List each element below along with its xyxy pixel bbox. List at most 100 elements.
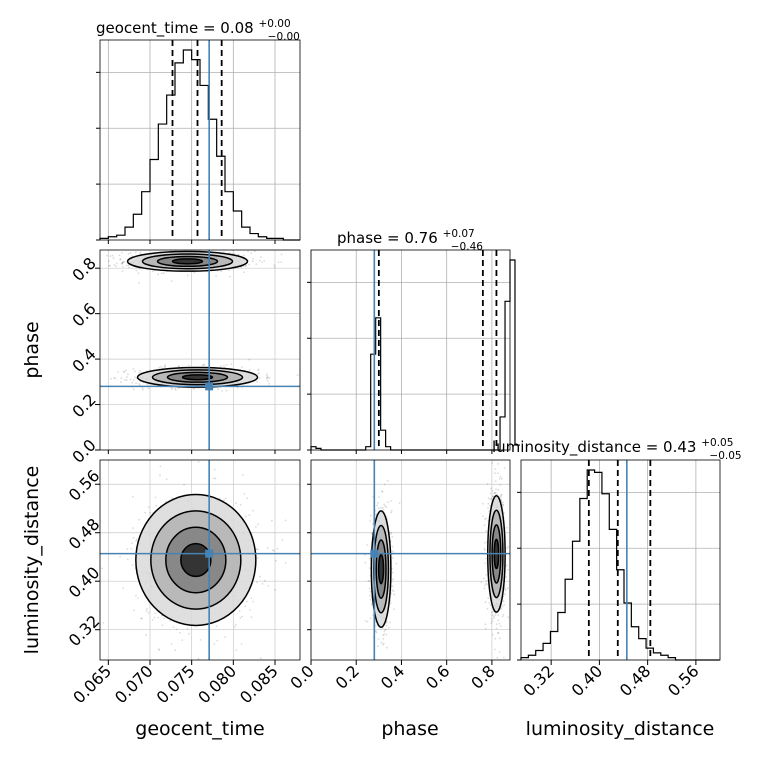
sample-point (121, 252, 123, 254)
xtick-label-geocent_time: 0.065 (69, 661, 115, 707)
sample-point (135, 269, 138, 272)
sample-point (382, 643, 384, 646)
sample-point (497, 631, 500, 634)
sample-point (493, 648, 496, 651)
ytick-label-phase: 0.6 (68, 299, 99, 330)
hist-steps (310, 259, 520, 451)
sample-point (491, 633, 494, 636)
contour-1 (150, 510, 242, 610)
sample-point (154, 496, 157, 499)
sample-point (383, 633, 385, 636)
sample-point (505, 576, 507, 578)
sample-point (131, 564, 134, 566)
sample-point (364, 620, 367, 622)
sample-point (366, 620, 369, 623)
sample-point (266, 547, 269, 550)
sample-point (271, 519, 273, 522)
sample-point (160, 272, 163, 275)
sample-point (145, 634, 147, 636)
sample-point (391, 589, 394, 592)
ylabel-luminosity-distance: luminosity_distance (21, 466, 43, 655)
density-level-3 (378, 554, 384, 584)
sample-point (127, 252, 130, 255)
sample-point (158, 367, 160, 369)
sample-point (485, 557, 487, 560)
sample-point (485, 517, 487, 520)
sample-point (257, 369, 259, 372)
sample-point (273, 266, 276, 269)
sample-point (490, 487, 493, 490)
sample-point (386, 479, 389, 482)
density-luminosity-distance-vs-phase (311, 460, 510, 660)
sample-point (500, 625, 502, 627)
sample-point (186, 627, 189, 630)
sample-point (395, 562, 398, 565)
sample-point (504, 588, 507, 591)
sample-point (140, 617, 142, 620)
histogram-geocent-time (99, 40, 300, 241)
sample-point (215, 625, 218, 628)
sample-point (273, 550, 275, 552)
sample-point (192, 387, 195, 390)
sample-point (263, 260, 266, 262)
sample-point (217, 388, 220, 390)
sample-point (118, 254, 121, 257)
sample-point (122, 370, 125, 373)
sample-point (252, 260, 254, 263)
sample-point (493, 492, 496, 494)
sample-point (115, 262, 118, 265)
sample-point (178, 365, 181, 368)
sample-point (385, 620, 388, 623)
sample-point (371, 532, 373, 535)
sample-point (123, 378, 126, 381)
sample-point (246, 497, 249, 500)
sample-point (141, 387, 144, 389)
sample-point (163, 617, 166, 620)
xtick-label-phase: 0.0 (286, 661, 317, 692)
sample-point (491, 495, 494, 497)
sample-point (382, 508, 385, 511)
sample-point (265, 373, 268, 375)
sample-point (202, 363, 205, 366)
sample-point (505, 526, 508, 529)
sample-point (369, 514, 372, 517)
sample-point (163, 365, 166, 368)
sample-point (392, 590, 395, 592)
sample-point (369, 557, 371, 560)
sample-point (369, 598, 372, 601)
sample-point (393, 608, 395, 611)
sample-point (141, 617, 143, 620)
sample-point (374, 624, 377, 627)
sample-point (486, 583, 489, 586)
sample-point (244, 264, 247, 267)
sample-point (493, 617, 495, 619)
sample-point (487, 597, 490, 600)
xlabel-luminosity-distance: luminosity_distance (526, 718, 715, 740)
sample-point (255, 548, 258, 551)
sample-point (495, 488, 497, 491)
hist-steps (520, 469, 720, 661)
contour-3 (171, 258, 204, 265)
sample-point (494, 472, 496, 475)
contour-2 (375, 539, 387, 599)
sample-point (385, 633, 388, 636)
sample-point (257, 523, 259, 526)
sample-point (500, 608, 502, 611)
sample-point (385, 628, 387, 631)
sample-point (132, 536, 135, 539)
sample-point (499, 496, 502, 499)
truth-marker (205, 382, 214, 391)
sample-point (121, 262, 123, 265)
contour-3 (180, 542, 212, 578)
sample-point (387, 501, 389, 504)
contour-2 (166, 371, 229, 383)
sample-point (497, 488, 500, 491)
sample-point (126, 548, 129, 551)
sample-point (261, 261, 263, 264)
sample-point (375, 630, 377, 632)
contour-0 (126, 250, 249, 272)
sample-point (484, 542, 486, 544)
sample-point (265, 377, 268, 380)
sample-point (500, 477, 503, 480)
sample-point (126, 558, 129, 561)
